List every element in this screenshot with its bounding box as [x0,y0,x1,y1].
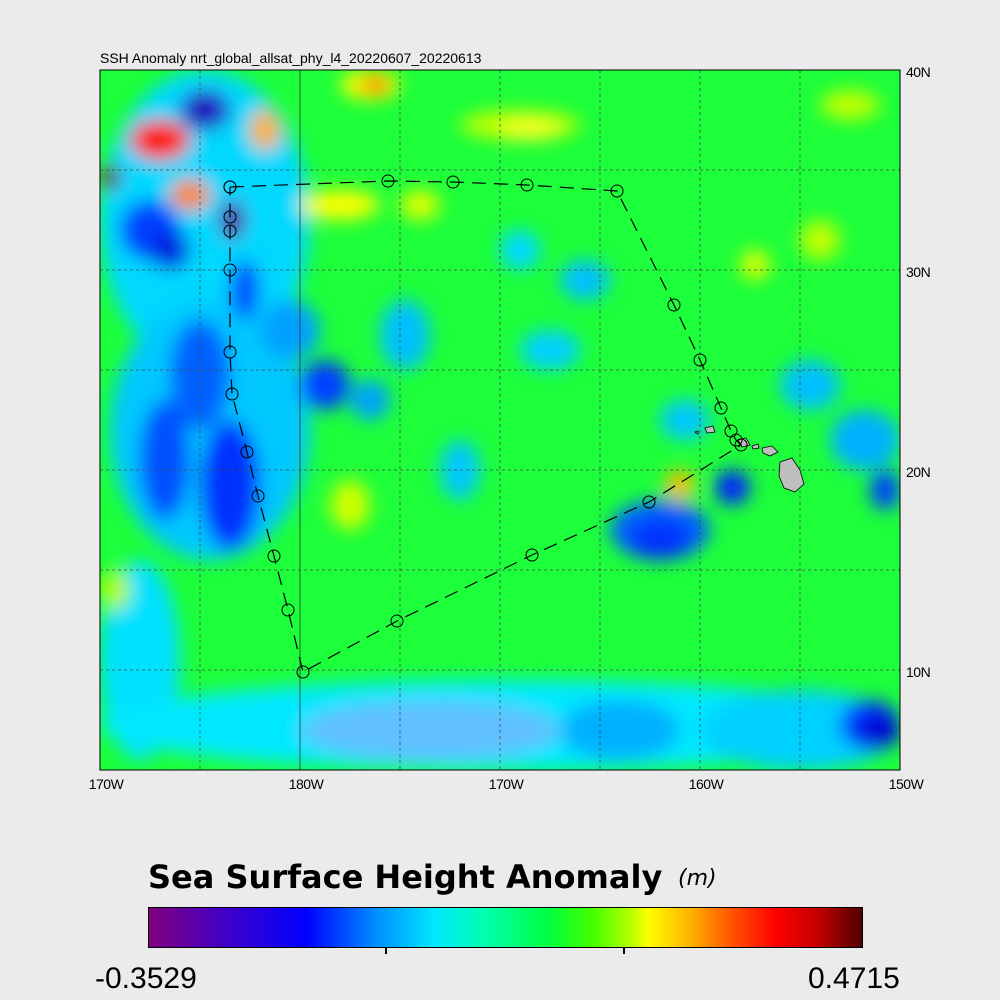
y-tick-label: 30N [906,264,931,280]
y-tick-label: 40N [906,64,931,80]
x-tick-label: 170W [488,776,524,792]
colorbar [148,907,863,948]
ssh-anomaly-patch [400,190,440,220]
track-station-marker [223,210,237,224]
ssh-anomaly-patch [300,360,350,410]
y-tick-label: 10N [906,664,931,680]
track-station-marker [714,401,728,415]
ssh-anomaly-patch [660,400,710,440]
x-tick-label: 150W [888,776,924,792]
ssh-anomaly-patch [170,180,210,210]
island [761,445,779,457]
track-station-marker [223,345,237,359]
track-station-marker [525,548,539,562]
track-station-marker [225,387,239,401]
y-tick-label: 20N [906,464,931,480]
ssh-anomaly-patch [180,90,230,130]
ssh-anomaly-patch [830,410,900,470]
ssh-anomaly-patch [560,700,680,760]
ssh-anomaly-patch [150,230,190,270]
ssh-anomaly-patch [560,260,610,300]
track-station-marker [296,665,310,679]
ssh-anomaly-patch [140,400,190,520]
track-line [229,180,742,673]
track-station-marker [520,178,534,192]
ssh-anomaly-patch [520,330,580,370]
ssh-anomaly-patch [230,260,260,320]
track-station-marker [281,603,295,617]
track-station-marker [667,298,681,312]
track-station-marker [610,184,624,198]
track-station-marker [223,224,237,238]
ssh-anomaly-patch [300,190,380,220]
hawaii-islands [694,425,805,493]
ssh-anomaly-patch [360,75,390,95]
ssh-anomaly-patch [820,90,880,120]
colorbar-tick [385,948,387,954]
ssh-anomaly-patch [220,200,245,240]
x-tick-label: 160W [688,776,724,792]
ssh-anomaly-patch [140,130,175,155]
ssh-anomaly-patch [170,320,230,430]
track-station-marker [642,495,656,509]
track-station-marker [267,549,281,563]
map-frame [99,69,901,771]
track-station-marker [446,175,460,189]
track-station-marker [240,445,254,459]
ssh-anomaly-patch [250,110,280,150]
x-tick-label: 180W [288,776,324,792]
ssh-anomaly-patch [740,250,770,280]
ssh-anomaly-patch [630,520,690,560]
ssh-anomaly-patch [350,380,390,420]
island [751,443,760,450]
track-station-marker [251,489,265,503]
ship-track [223,174,748,679]
track-station-marker [734,438,748,452]
track-station-marker [693,353,707,367]
ssh-anomaly-patch [780,360,840,410]
ssh-anomaly-patch [380,300,430,370]
ssh-anomaly-patch [500,120,560,140]
ssh-anomaly-patch [330,480,370,530]
ssh-map [99,69,901,771]
track-station-marker [223,263,237,277]
ssh-anomaly-patch [715,470,750,505]
colorbar-min-label: -0.3529 [95,962,197,995]
ssh-anomaly-patch [100,570,130,610]
track-station-marker [729,433,743,447]
colorbar-tick [623,948,625,954]
x-tick-label: 170W [88,776,124,792]
colorbar-max-label: 0.4715 [808,962,900,995]
island [704,425,716,434]
island [694,430,699,435]
track-station-marker [381,174,395,188]
track-station-marker [223,180,237,194]
ssh-anomaly-patch [200,420,260,550]
island [778,457,805,493]
plot-title: SSH Anomaly nrt_global_allsat_phy_l4_202… [100,50,482,66]
graticule [100,70,900,770]
colorbar-title: Sea Surface Height Anomaly [148,858,663,896]
ssh-anomaly-patch [500,230,540,270]
ssh-anomaly-patch [300,700,560,760]
ssh-anomaly-patch [100,165,120,190]
colorbar-unit: (m) [678,866,717,891]
ssh-anomaly-patch [260,300,320,360]
ssh-anomaly-patch [860,715,900,750]
ssh-anomaly-patch [800,220,840,260]
track-station-marker [390,614,404,628]
ssh-anomaly-patch [870,470,900,510]
